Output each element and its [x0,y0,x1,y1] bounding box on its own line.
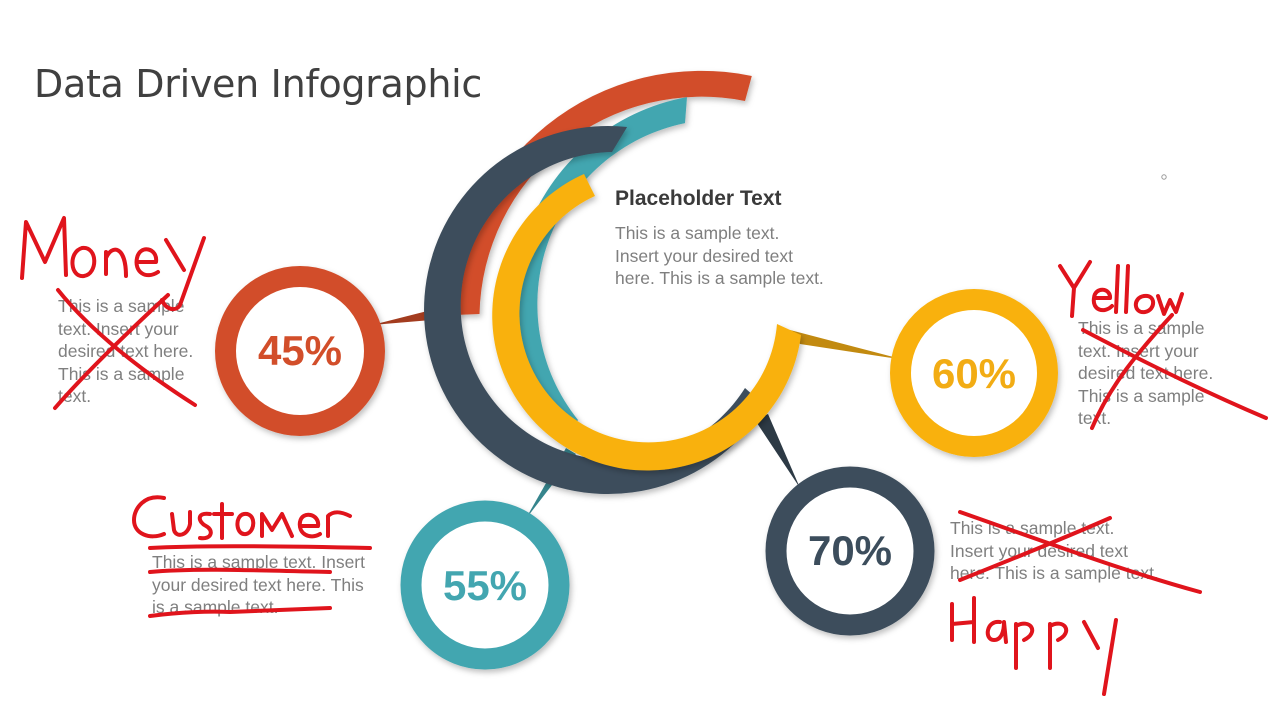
connector-yellow [790,330,905,360]
sample-text-70: This is a sample text. Insert your desir… [950,518,1159,583]
arc-teal [513,97,687,444]
slide-title: Data Driven Infographic [34,62,482,106]
arc-orange [454,70,752,315]
arc-yellow [492,174,801,471]
placeholder-body: This is a sample text. Insert your desir… [615,223,824,288]
ring-55 [400,500,570,670]
sample-text-55: This is a sample text. Insert your desir… [152,552,365,617]
placeholder-title: Placeholder Text [615,187,782,210]
ring-70 [765,466,935,636]
connector-slate [755,414,800,488]
sample-text-45: This is a sample text. Insert your desir… [58,296,194,406]
ring-60 [890,289,1058,457]
stray-dot [1161,174,1167,180]
ring-45 [215,266,385,436]
sample-text-60: This is a sample text. Insert your desir… [1078,318,1214,428]
